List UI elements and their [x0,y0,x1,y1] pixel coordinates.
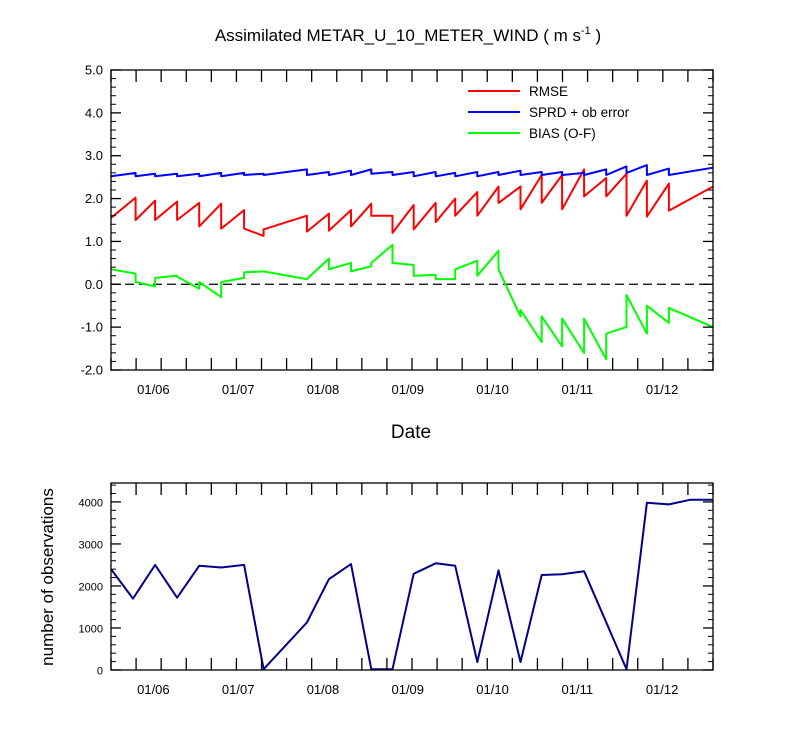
bottom-x-tick-label: 01/07 [222,682,255,697]
legend: RMSE SPRD + ob error BIAS (O-F) [468,84,630,141]
top-y-tick-label: 2.0 [85,191,103,206]
bottom-x-tick-label: 01/10 [476,682,509,697]
bottom-plot-frame [110,482,714,671]
top-axes: 01/06 01/07 01/08 01/09 01/10 01/11 01/12 -2.0 -… [81,63,714,397]
top-y-tick-label: -2.0 [81,363,103,378]
bottom-y-tick-label: 3000 [79,539,103,551]
bottom-series-lines [110,498,713,671]
top-y-tick-label: -1.0 [81,320,103,335]
top-x-tick-label: 01/09 [391,382,424,397]
legend-label: BIAS (O-F) [529,126,596,141]
top-series-lines [110,164,714,361]
top-x-tick-label: 01/12 [646,382,679,397]
top-y-tick-label: 0.0 [85,277,103,292]
bottom-series-observations [110,498,713,671]
top-y-tick-label: 1.0 [85,234,103,249]
y-axis-label-observations: number of observations [38,488,57,666]
bottom-y-tick-label: 1000 [79,623,103,635]
bottom-x-tick-label: 01/08 [307,682,340,697]
top-series-bias-o-f [110,243,714,361]
top-y-tick-label: 5.0 [85,63,103,78]
x-axis-label: Date [391,422,431,443]
legend-label: RMSE [529,84,568,99]
legend-label: SPRD + ob error [529,105,630,120]
bottom-y-tick-label: 4000 [79,497,103,509]
bottom-x-tick-label: 01/11 [562,682,594,697]
bottom-x-tick-label: 01/09 [391,682,424,697]
bottom-y-tick-label: 2000 [79,581,103,593]
chart-title: Assimilated METAR_U_10_METER_WIND ( m s-… [215,25,601,45]
top-series-sprd-ob-error [110,164,714,178]
top-y-tick-label: 4.0 [85,105,103,120]
top-x-tick-label: 01/06 [137,382,170,397]
top-x-tick-label: 01/07 [222,382,255,397]
top-x-tick-label: 01/10 [476,382,509,397]
bottom-x-tick-label: 01/06 [137,682,170,697]
bottom-y-tick-label: 0 [97,666,103,678]
top-y-tick-label: 3.0 [85,148,103,163]
top-x-tick-label: 01/11 [562,382,594,397]
bottom-x-tick-label: 01/12 [646,682,679,697]
top-series-rmse [110,168,714,237]
top-x-tick-label: 01/08 [307,382,340,397]
bottom-axes: 01/06 01/07 01/08 01/09 01/10 01/11 01/12 0 1000… [79,482,714,697]
